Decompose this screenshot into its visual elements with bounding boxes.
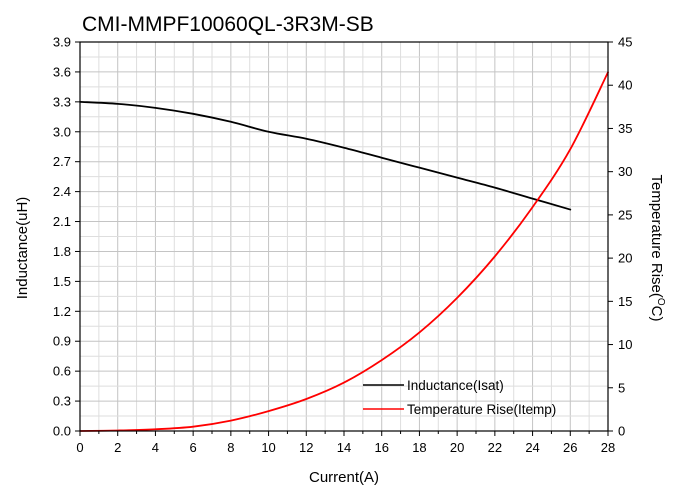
y-right-tick-label: 10 xyxy=(618,337,632,352)
y-right-tick-label: 25 xyxy=(618,207,632,222)
x-tick-label: 6 xyxy=(190,440,197,455)
x-tick-label: 22 xyxy=(488,440,502,455)
y-right-tick-label: 20 xyxy=(618,251,632,266)
y-left-tick-label: 1.8 xyxy=(53,244,71,259)
y-right-tick-label: 0 xyxy=(618,424,625,439)
y-left-tick-label: 1.2 xyxy=(53,304,71,319)
x-tick-label: 16 xyxy=(374,440,388,455)
series-layer xyxy=(79,71,609,432)
x-tick-label: 24 xyxy=(525,440,539,455)
y-left-tick-label: 3.3 xyxy=(53,94,71,109)
x-tick-label: 18 xyxy=(412,440,426,455)
ticks-layer: 0 2 4 6 8 10 12 14 16 18 20 22 24 26 280.00.30.60.91.2… xyxy=(53,35,633,456)
y-left-tick-label: 1.5 xyxy=(53,274,71,289)
x-tick-label: 26 xyxy=(563,440,577,455)
chart-title: CMI-MMPF10060QL-3R3M-SB xyxy=(82,13,374,36)
legend-label-temperature: Temperature Rise(Itemp) xyxy=(407,402,556,417)
y-left-tick-label: 2.7 xyxy=(53,154,71,169)
y-left-tick-label: 3.6 xyxy=(53,64,71,79)
y-right-axis-title-tail: C) xyxy=(648,306,665,322)
legend-label-inductance: Inductance(Isat) xyxy=(407,378,504,393)
y-right-tick-label: 5 xyxy=(618,380,625,395)
y-right-tick-label: 40 xyxy=(618,78,632,93)
x-tick-label: 10 xyxy=(261,440,275,455)
x-tick-label: 12 xyxy=(299,440,313,455)
x-tick-label: 14 xyxy=(337,440,351,455)
x-tick-label: 20 xyxy=(450,440,464,455)
legend: Inductance(Isat) Temperature Rise(Itemp) xyxy=(363,378,556,417)
x-tick-label: 4 xyxy=(152,440,159,455)
y-left-tick-label: 2.4 xyxy=(53,184,71,199)
y-left-tick-label: 3.9 xyxy=(53,35,71,50)
y-right-axis-title: Temperature Rise(OC) xyxy=(648,175,666,322)
series-line-temperature xyxy=(79,71,609,432)
x-tick-label: 0 xyxy=(76,440,83,455)
y-right-axis-title-main: Temperature Rise( xyxy=(648,175,665,298)
x-tick-label: 28 xyxy=(601,440,615,455)
y-right-tick-label: 30 xyxy=(618,164,632,179)
y-left-tick-label: 2.1 xyxy=(53,214,71,229)
y-right-axis-title-sup: O xyxy=(655,298,666,306)
series-line-inductance xyxy=(79,100,572,211)
grid xyxy=(80,42,608,431)
y-left-tick-label: 0.3 xyxy=(53,394,71,409)
y-left-tick-label: 0.6 xyxy=(53,364,71,379)
x-tick-label: 2 xyxy=(114,440,121,455)
x-tick-label: 8 xyxy=(227,440,234,455)
y-left-tick-label: 0.0 xyxy=(53,424,71,439)
y-left-tick-label: 3.0 xyxy=(53,124,71,139)
y-right-tick-label: 35 xyxy=(618,121,632,136)
y-right-tick-label: 15 xyxy=(618,294,632,309)
y-left-tick-label: 0.9 xyxy=(53,334,71,349)
y-left-axis-title: Inductance(uH) xyxy=(14,197,31,300)
y-right-tick-label: 45 xyxy=(618,35,632,50)
x-axis-title: Current(A) xyxy=(309,469,379,486)
